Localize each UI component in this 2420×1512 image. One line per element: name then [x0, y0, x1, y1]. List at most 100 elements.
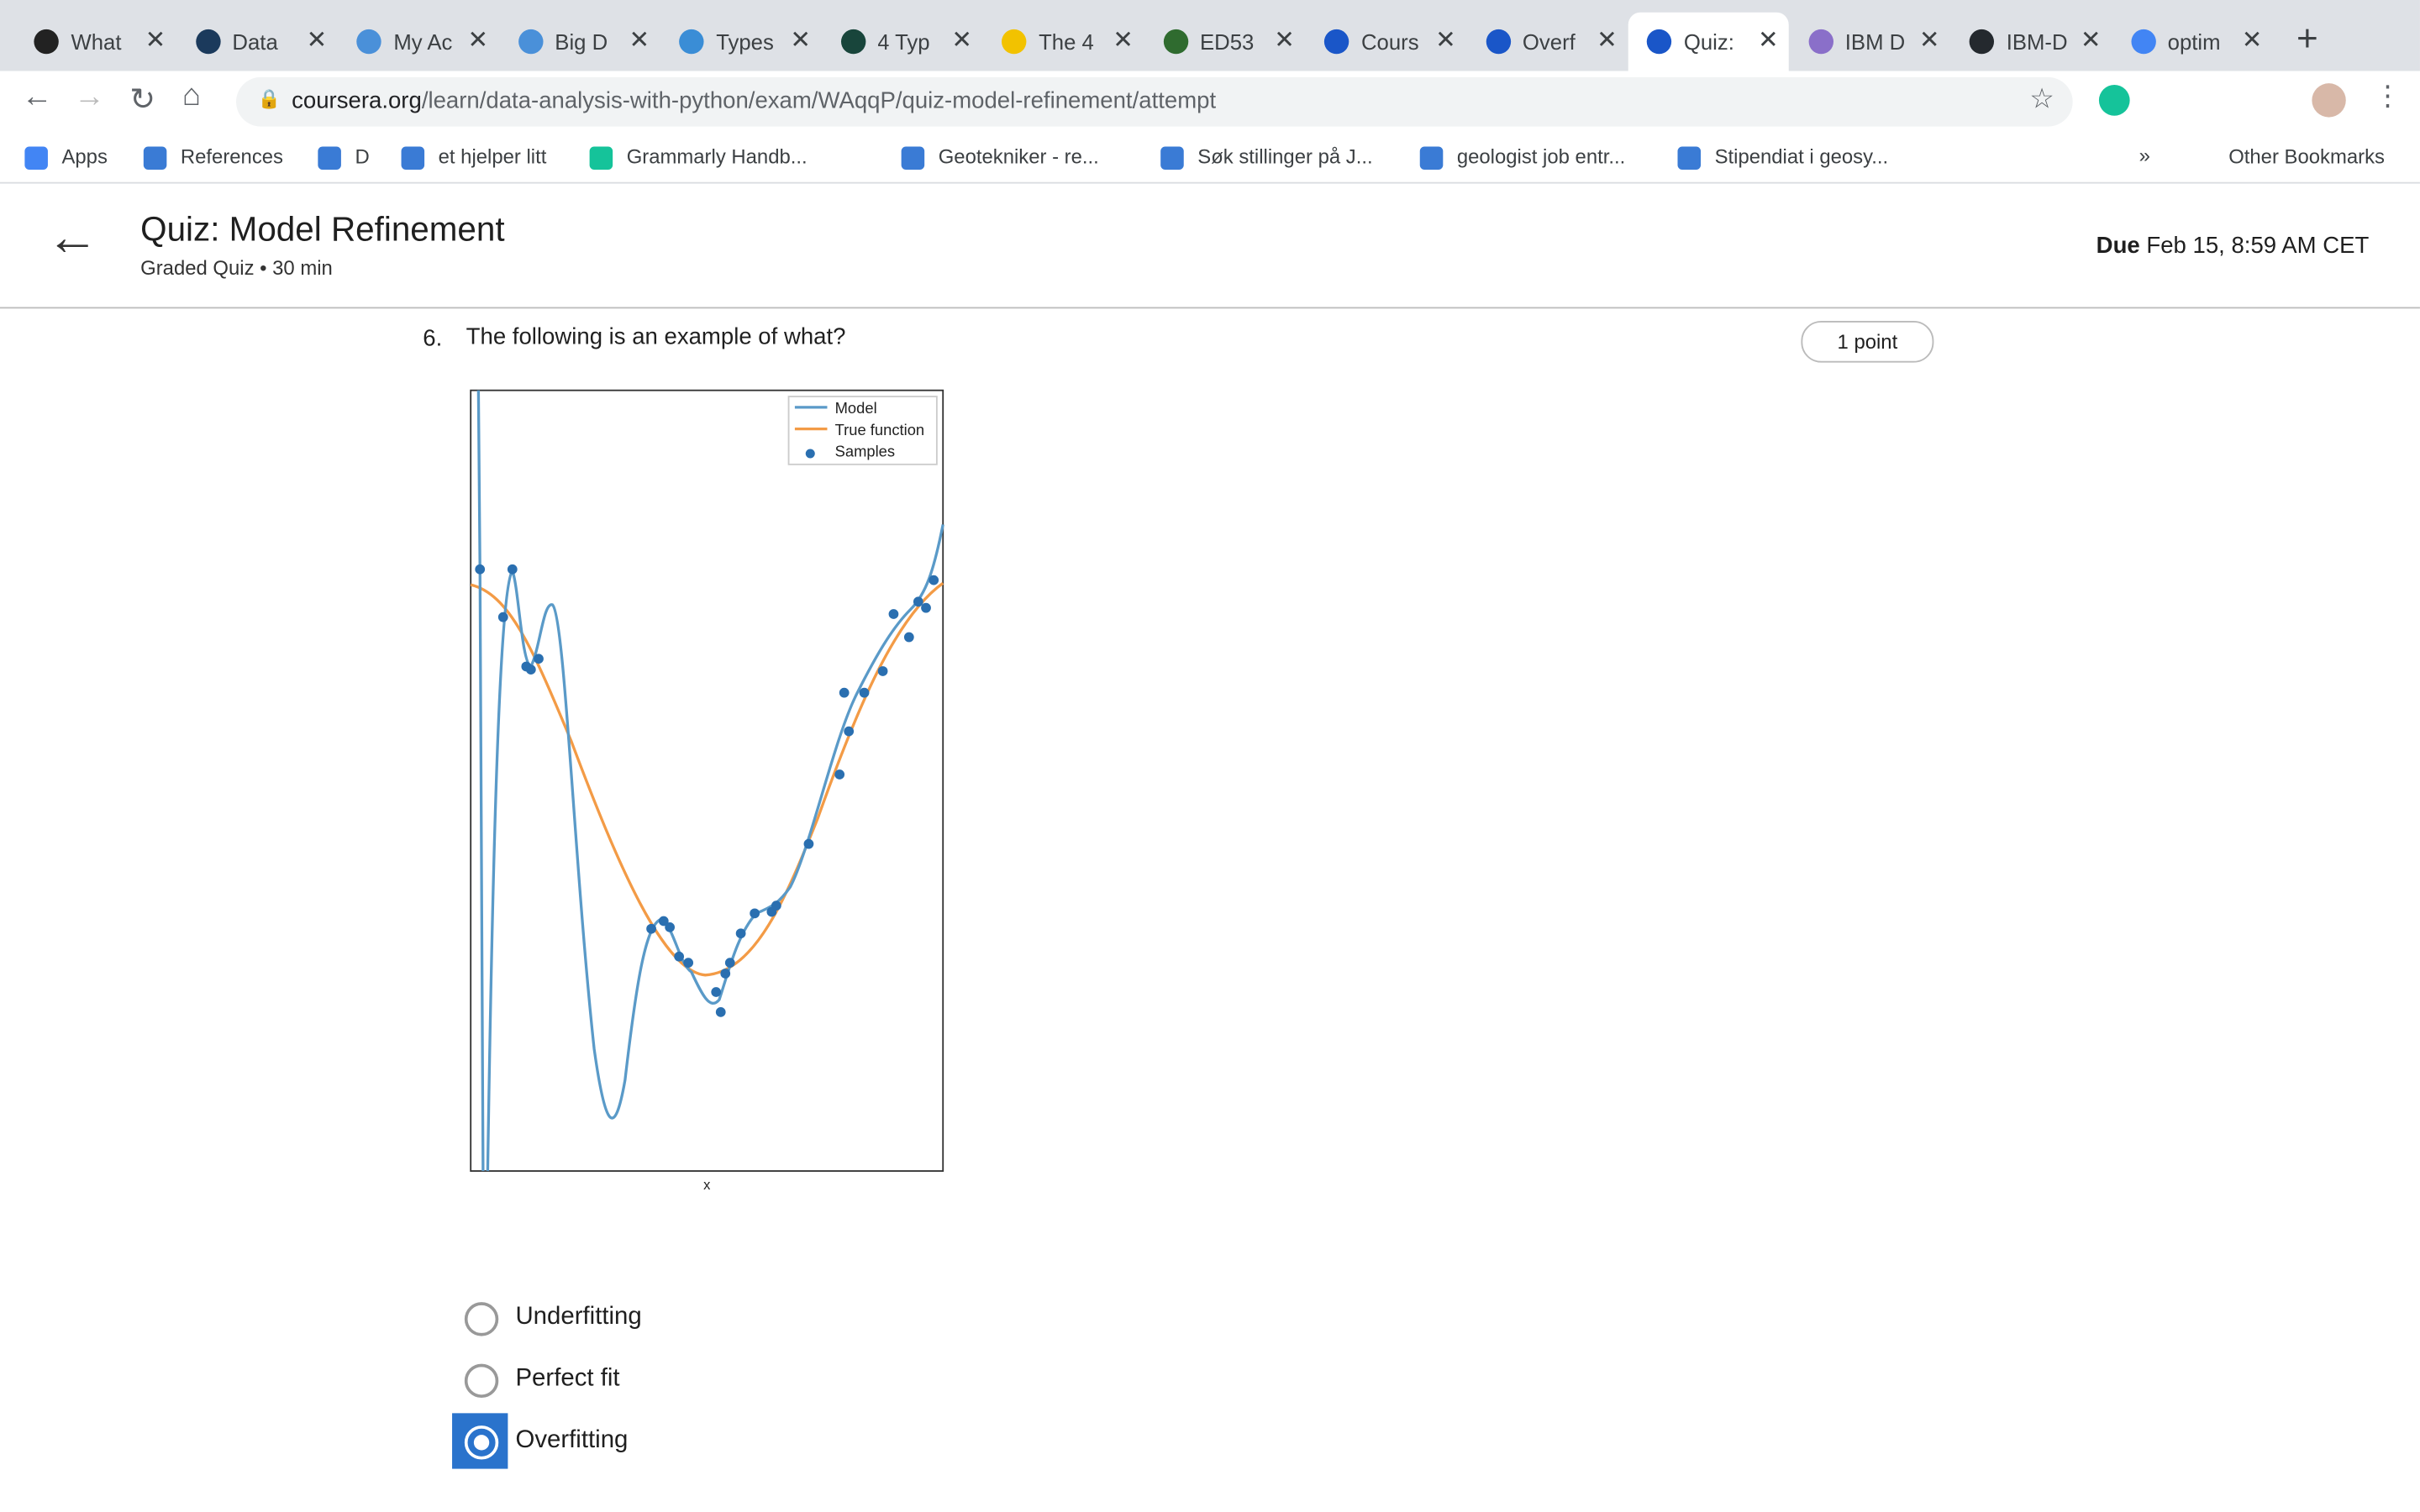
address-bar[interactable]: 🔒 coursera.org/learn/data-analysis-with-…: [236, 76, 2073, 127]
sample-point: [903, 632, 914, 643]
due-label: Due: [2096, 233, 2140, 260]
bookmark-icon: [143, 146, 167, 171]
legend-label: Samples: [835, 443, 895, 460]
tab-bar: What ✕ Data ✕ My Ac ✕ Big D ✕ Types ✕ 4 Typ ✕ The 4 ✕…: [0, 0, 2420, 71]
toolbar: ← → ↻ ⌂ 🔒 coursera.org/learn/data-analys…: [0, 71, 2420, 133]
sample-point: [724, 958, 735, 968]
true-function-curve: [470, 581, 944, 977]
tab-title: The 4: [1039, 29, 1094, 55]
bookmark[interactable]: D: [355, 144, 370, 169]
browser-tab[interactable]: Big D ✕: [499, 13, 660, 71]
bookmark[interactable]: References: [180, 144, 284, 169]
radio-button[interactable]: [464, 1425, 499, 1460]
legend-label: True function: [835, 421, 924, 438]
url-path: /learn/data-analysis-with-python/exam/WA…: [421, 87, 1217, 114]
browser-tab[interactable]: Cours ✕: [1306, 13, 1466, 71]
new-tab[interactable]: +: [2296, 18, 2318, 60]
browser-tab[interactable]: optim ✕: [2112, 13, 2273, 71]
sample-point: [497, 612, 508, 622]
sample-point: [534, 654, 544, 664]
browser-tab[interactable]: ED53 ✕: [1144, 13, 1305, 71]
browser-tab[interactable]: The 4 ✕: [983, 13, 1144, 71]
sample-point: [711, 987, 722, 997]
tab-close[interactable]: ✕: [1597, 28, 1618, 55]
question-text: The following is an example of what?: [466, 323, 846, 350]
option-label[interactable]: Overfitting: [515, 1426, 629, 1454]
sample-point: [658, 916, 669, 927]
tab-close[interactable]: ✕: [1758, 28, 1779, 55]
quiz-header: ← Quiz: Model Refinement Graded Quiz • 3…: [0, 184, 2420, 309]
due-info: Due Feb 15, 8:59 AM CET: [2096, 233, 2370, 259]
bookmark[interactable]: Søk stillinger på J...: [1197, 144, 1373, 169]
bookmark[interactable]: Grammarly Handb...: [626, 144, 808, 169]
browser-tab[interactable]: 4 Typ ✕: [822, 13, 982, 71]
tab-icon: [1323, 29, 1349, 55]
tab-close[interactable]: ✕: [145, 28, 166, 55]
samples: [475, 564, 939, 1017]
radio-button[interactable]: [464, 1302, 499, 1336]
browser-tab[interactable]: Types ✕: [660, 13, 821, 71]
bookmark[interactable]: Stipendiat i geosy...: [1714, 144, 1889, 169]
sample-point: [844, 726, 855, 737]
tab-close[interactable]: ✕: [1435, 28, 1456, 55]
sample-point: [715, 1006, 726, 1017]
back-button[interactable]: ←: [21, 80, 53, 114]
star-icon[interactable]: ☆: [2029, 83, 2054, 114]
browser-tab[interactable]: What ✕: [15, 13, 176, 71]
question-number: 6.: [423, 325, 443, 352]
browser-tab[interactable]: Quiz: ✕: [1628, 12, 1789, 71]
tab-close[interactable]: ✕: [306, 28, 328, 55]
bookmark-icon: [1160, 146, 1184, 171]
bookmark[interactable]: et hjelper litt: [438, 144, 547, 169]
quiz-title: Quiz: Model Refinement: [140, 209, 505, 249]
tab-close[interactable]: ✕: [2241, 28, 2263, 55]
tab-icon: [840, 29, 865, 55]
tab-icon: [679, 29, 704, 55]
browser-tab[interactable]: IBM-D ✕: [1951, 13, 2112, 71]
bookmark[interactable]: geologist job entr...: [1456, 144, 1626, 169]
home-button[interactable]: ⌂: [182, 78, 201, 113]
sample-point: [859, 687, 870, 698]
sample-point: [888, 609, 899, 619]
forward-button[interactable]: →: [74, 80, 105, 114]
grammarly-icon[interactable]: [2098, 85, 2130, 116]
tab-close[interactable]: ✕: [951, 28, 972, 55]
tab-title: Data: [232, 29, 278, 55]
tab-close[interactable]: ✕: [2080, 28, 2102, 55]
tab-title: Types: [716, 29, 774, 55]
tab-close[interactable]: ✕: [1274, 28, 1295, 55]
tab-close[interactable]: ✕: [1918, 28, 1940, 55]
tab-title: IBM D: [1844, 29, 1906, 55]
bookmark[interactable]: Apps: [61, 144, 108, 169]
reload-button[interactable]: ↻: [129, 83, 156, 118]
quiz-subtitle: Graded Quiz • 30 min: [140, 255, 333, 280]
tab-close[interactable]: ✕: [467, 28, 489, 55]
legend-label: Model: [835, 399, 877, 417]
sample-point: [475, 564, 486, 575]
tab-title: Overf: [1522, 29, 1576, 55]
tab-title: optim: [2167, 29, 2221, 55]
profile-avatar[interactable]: [2312, 83, 2346, 118]
bookmark[interactable]: Geotekniker - re...: [938, 144, 1099, 169]
browser-tab[interactable]: Data ✕: [176, 13, 337, 71]
browser-tab[interactable]: Overf ✕: [1467, 13, 1628, 71]
tab-icon: [34, 29, 59, 55]
radio-button[interactable]: [464, 1363, 499, 1399]
sample-point: [665, 921, 676, 932]
menu-button[interactable]: ⋮: [2373, 80, 2402, 112]
tab-close[interactable]: ✕: [629, 28, 650, 55]
tab-close[interactable]: ✕: [790, 28, 812, 55]
browser-tab[interactable]: IBM D ✕: [1790, 13, 1950, 71]
bookmarks-overflow[interactable]: »: [2139, 143, 2150, 167]
tab-icon: [1807, 29, 1833, 55]
option-label[interactable]: Underfitting: [515, 1304, 642, 1331]
tab-close[interactable]: ✕: [1113, 28, 1134, 55]
option-label[interactable]: Perfect fit: [515, 1365, 620, 1392]
sample-point: [507, 564, 518, 575]
back-arrow[interactable]: ←: [46, 207, 99, 267]
browser-tab[interactable]: My Ac ✕: [338, 13, 498, 71]
other-bookmarks[interactable]: Other Bookmarks: [2228, 144, 2385, 169]
tab-title: Big D: [555, 29, 608, 55]
sample-point: [803, 838, 814, 849]
